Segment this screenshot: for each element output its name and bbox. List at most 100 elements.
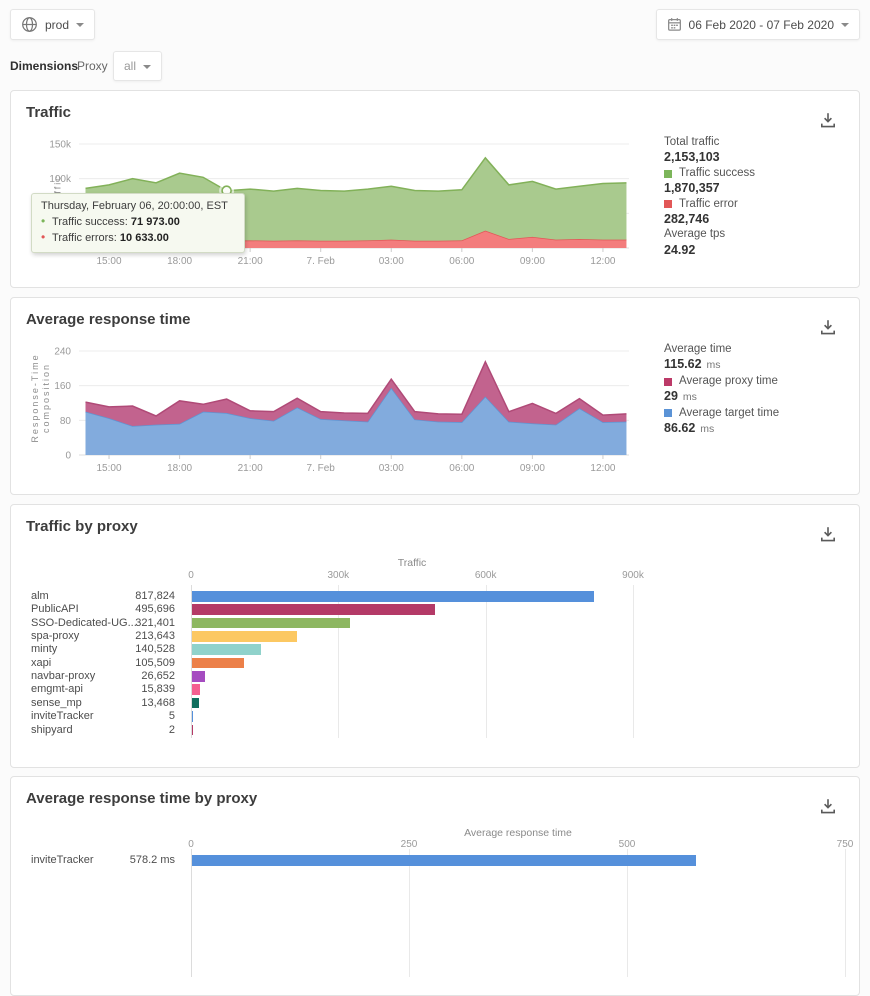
card-title-response-by-proxy: Average response time by proxy (26, 790, 258, 807)
stat-label: Average proxy time (664, 374, 859, 389)
chevron-down-icon (841, 23, 849, 27)
bar[interactable] (192, 617, 350, 629)
y-tick-label: 160 (54, 381, 71, 392)
tooltip-value: 71 973.00 (130, 216, 180, 228)
stat-label: Total traffic (664, 136, 720, 148)
x-tick-label: 15:00 (97, 256, 122, 267)
date-range-selector[interactable]: 06 Feb 2020 - 07 Feb 2020 (655, 9, 860, 40)
bar-row-label: xapi (31, 656, 52, 669)
x-tick-label: 15:00 (97, 463, 122, 474)
x-tick-label: 18:00 (167, 463, 192, 474)
chart-tooltip: Thursday, February 06, 20:00:00, EST • T… (31, 193, 245, 253)
bar[interactable] (192, 855, 697, 866)
bar[interactable] (192, 591, 594, 602)
x-tick-label: 0 (188, 839, 194, 850)
traffic-by-proxy-card: Traffic by proxy Traffic 0 300k 600k 900k alm… (10, 504, 860, 768)
x-gridline (191, 849, 192, 977)
x-tick-label: 09:00 (520, 463, 545, 474)
average-target-time-line (85, 386, 627, 427)
response-stats: Average time 115.62 ms Average proxy time 29… (664, 342, 859, 437)
bar-row-label: spa-proxy (31, 630, 80, 643)
download-icon (821, 526, 835, 541)
bar-row-label: inviteTracker (31, 854, 94, 866)
card-title-traffic: Traffic (26, 104, 72, 121)
bar-row-label: inviteTracker (31, 710, 94, 723)
bar-row-value: 2 (168, 723, 175, 736)
bar-row-value: 105,509 (135, 656, 175, 669)
stat-unit: ms (700, 423, 715, 436)
x-tick-label: 09:00 (520, 256, 545, 267)
globe-icon (22, 17, 37, 32)
bar[interactable] (192, 671, 206, 682)
x-tick-label: 18:00 (167, 256, 192, 267)
x-tick-label: 500 (618, 839, 636, 850)
bar-row-label: shipyard (31, 723, 73, 736)
bar[interactable] (192, 684, 200, 695)
calendar-icon (667, 18, 681, 31)
y-tick-label: 0 (65, 451, 71, 462)
stat-label: Traffic success (664, 166, 859, 181)
x-axis-title: Traffic (397, 557, 427, 569)
bar-row-value: 15,839 (141, 683, 175, 696)
download-button[interactable] (817, 796, 839, 818)
traffic-stats: Total traffic 2,153,103 Traffic success 1,8… (664, 135, 859, 258)
y-tick-label: 80 (60, 416, 72, 427)
bar-row-value: 5 (168, 710, 175, 723)
stat-value: 1,870,357 (664, 181, 720, 196)
download-button[interactable] (817, 317, 839, 339)
bar[interactable] (192, 631, 297, 642)
stat-value: 282,746 (664, 212, 710, 227)
y-tick-label: 240 (54, 347, 71, 358)
download-icon (821, 112, 835, 127)
x-tick-label: 06:00 (449, 256, 474, 267)
average-proxy-time-line (85, 360, 627, 417)
x-tick-label: 7. Feb (307, 463, 336, 474)
stat-unit: ms (682, 391, 697, 404)
x-tick-label: 03:00 (379, 256, 404, 267)
x-tick-label: 0 (188, 570, 194, 581)
stat-label: Average tps (664, 228, 726, 241)
tooltip-value: 10 633.00 (119, 232, 169, 244)
bar-row-label: minty (31, 643, 58, 656)
x-gridline (485, 585, 487, 738)
card-title-traffic-by-proxy: Traffic by proxy (26, 518, 138, 535)
response-time-chart[interactable]: 0 80 160 240 15:00 18:00 21:00 7. Feb 03:00 06:00… (11, 298, 861, 496)
dimension-value-label: all (124, 59, 137, 73)
bar-row-label: sense_mp (31, 696, 82, 709)
x-gridline (409, 849, 410, 977)
x-tick-label: 12:00 (590, 256, 615, 267)
tooltip-row: • Traffic success: 71 973.00 (41, 214, 235, 230)
x-axis-title: Average response time (464, 827, 572, 839)
bar[interactable] (192, 657, 244, 669)
dimension-value-select[interactable]: all (113, 51, 163, 81)
bar-row-value: 13,468 (141, 696, 175, 709)
bar-row-label: navbar-proxy (31, 670, 96, 683)
bar-row-value: 213,643 (135, 630, 175, 643)
traffic-by-proxy-chart[interactable]: Traffic 0 300k 600k 900k alm 817,824 PublicAPI 4… (11, 505, 859, 767)
bar-row-value: 140,528 (135, 643, 175, 656)
bar[interactable] (192, 697, 199, 709)
stat-label: Traffic error (664, 197, 859, 212)
x-tick-label: 250 (400, 839, 418, 850)
response-by-proxy-chart[interactable]: Average response time 0 250 500 750 inviteTra… (11, 777, 859, 995)
bar[interactable] (192, 711, 193, 722)
y-tick-label: 100k (49, 174, 72, 185)
x-tick-label: 750 (836, 839, 854, 850)
download-button[interactable] (817, 110, 839, 132)
chevron-down-icon (76, 23, 85, 27)
legend-dot-icon: • (41, 230, 46, 244)
bar[interactable] (192, 604, 436, 615)
download-button[interactable] (817, 524, 839, 546)
bar-row-value: 578.2 ms (129, 854, 175, 866)
dimensions-label: Dimensions (10, 59, 79, 73)
environment-selector[interactable]: prod (10, 9, 96, 40)
chevron-down-icon (143, 64, 152, 69)
response-by-proxy-card: Average response time by proxy Average r… (10, 776, 860, 996)
average-proxy-time-area[interactable] (85, 361, 627, 426)
bar[interactable] (192, 644, 261, 655)
x-tick-label: 21:00 (238, 256, 263, 267)
stat-label: Average target time (664, 406, 859, 421)
x-tick-label: 06:00 (449, 463, 474, 474)
bar[interactable] (192, 724, 193, 735)
x-tick-label: 900k (622, 570, 644, 581)
